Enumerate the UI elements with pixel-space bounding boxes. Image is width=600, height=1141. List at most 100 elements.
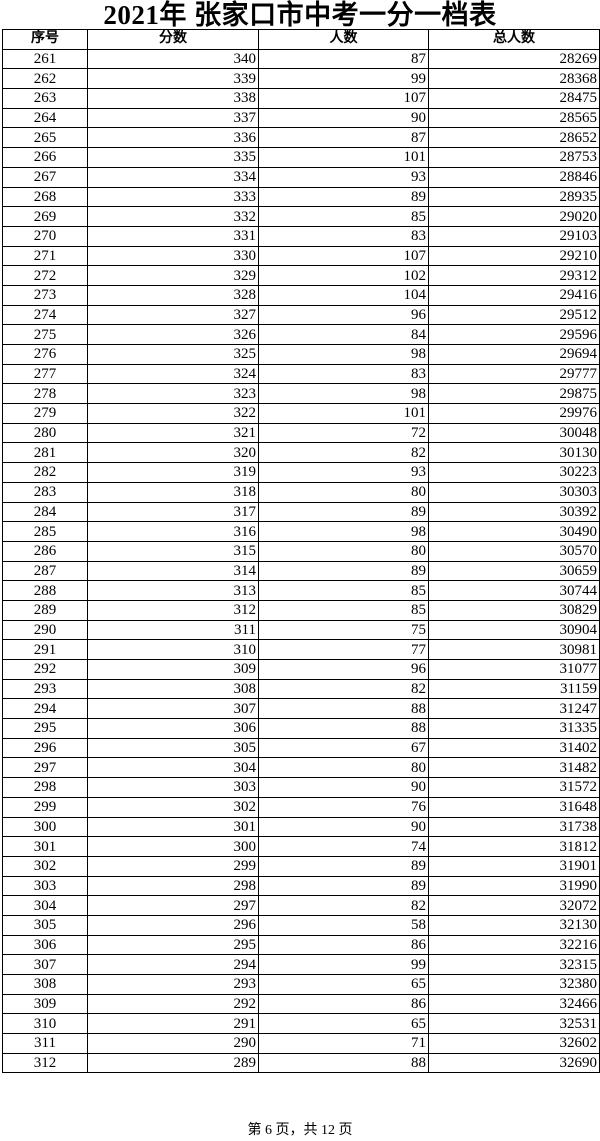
cell-count: 75 bbox=[258, 619, 429, 641]
cell-score: 304 bbox=[87, 757, 259, 779]
cell-seq: 276 bbox=[2, 344, 88, 365]
cell-total: 30490 bbox=[428, 521, 600, 542]
cell-seq: 297 bbox=[2, 757, 88, 779]
cell-seq: 304 bbox=[2, 895, 88, 916]
cell-seq: 270 bbox=[2, 225, 88, 247]
cell-seq: 306 bbox=[2, 934, 88, 956]
cell-seq: 279 bbox=[2, 403, 88, 424]
cell-count: 90 bbox=[258, 816, 429, 838]
cell-seq: 310 bbox=[2, 1013, 88, 1035]
cell-count: 88 bbox=[258, 1052, 429, 1074]
cell-seq: 300 bbox=[2, 816, 88, 838]
cell-score: 324 bbox=[87, 363, 259, 385]
table-row: 295 306 88 31335 bbox=[2, 718, 600, 739]
cell-seq: 277 bbox=[2, 363, 88, 385]
cell-count: 82 bbox=[258, 895, 429, 916]
cell-total: 30048 bbox=[428, 422, 600, 444]
cell-count: 85 bbox=[258, 206, 429, 227]
cell-total: 29512 bbox=[428, 304, 600, 326]
cell-total: 28565 bbox=[428, 107, 600, 129]
cell-total: 32690 bbox=[428, 1052, 600, 1074]
score-table: 序号 分数 人数 总人数 261 340 87 28269 262 339 99 28368 2… bbox=[2, 29, 600, 1074]
cell-score: 318 bbox=[87, 481, 259, 503]
cell-total: 29777 bbox=[428, 363, 600, 385]
cell-seq: 284 bbox=[2, 501, 88, 523]
table-row: 305 296 58 32130 bbox=[2, 914, 600, 936]
cell-count: 96 bbox=[258, 304, 429, 326]
cell-score: 301 bbox=[87, 816, 259, 838]
cell-score: 331 bbox=[87, 225, 259, 247]
cell-total: 29875 bbox=[428, 383, 600, 405]
cell-total: 31572 bbox=[428, 777, 600, 798]
table-header-row: 序号 分数 人数 总人数 bbox=[2, 29, 600, 50]
cell-total: 29976 bbox=[428, 403, 600, 424]
table-row: 262 339 99 28368 bbox=[2, 68, 600, 90]
cell-score: 336 bbox=[87, 127, 259, 149]
cell-total: 32216 bbox=[428, 934, 600, 956]
table-row: 275 326 84 29596 bbox=[2, 324, 600, 345]
cell-score: 316 bbox=[87, 521, 259, 542]
table-row: 261 340 87 28269 bbox=[2, 48, 600, 70]
cell-score: 340 bbox=[87, 48, 259, 70]
cell-total: 29596 bbox=[428, 324, 600, 345]
cell-score: 333 bbox=[87, 186, 259, 208]
cell-seq: 307 bbox=[2, 954, 88, 975]
cell-count: 89 bbox=[258, 501, 429, 523]
cell-score: 295 bbox=[87, 934, 259, 956]
cell-score: 307 bbox=[87, 698, 259, 720]
cell-score: 298 bbox=[87, 875, 259, 897]
table-row: 266 335 101 28753 bbox=[2, 147, 600, 168]
table-row: 271 330 107 29210 bbox=[2, 245, 600, 267]
cell-score: 299 bbox=[87, 855, 259, 877]
cell-score: 329 bbox=[87, 265, 259, 286]
cell-count: 74 bbox=[258, 836, 429, 857]
table-row: 278 323 98 29875 bbox=[2, 383, 600, 405]
cell-seq: 263 bbox=[2, 88, 88, 109]
cell-total: 28269 bbox=[428, 48, 600, 70]
cell-seq: 308 bbox=[2, 974, 88, 995]
cell-total: 28475 bbox=[428, 88, 600, 109]
table-row: 272 329 102 29312 bbox=[2, 265, 600, 286]
cell-total: 30744 bbox=[428, 580, 600, 601]
cell-count: 98 bbox=[258, 344, 429, 365]
cell-total: 31482 bbox=[428, 757, 600, 779]
cell-seq: 271 bbox=[2, 245, 88, 267]
table-row: 268 333 89 28935 bbox=[2, 186, 600, 208]
cell-count: 65 bbox=[258, 974, 429, 995]
cell-total: 32315 bbox=[428, 954, 600, 975]
table-row: 289 312 85 30829 bbox=[2, 599, 600, 621]
cell-count: 67 bbox=[258, 737, 429, 759]
cell-total: 29020 bbox=[428, 206, 600, 227]
table-row: 281 320 82 30130 bbox=[2, 442, 600, 464]
cell-total: 32466 bbox=[428, 993, 600, 1015]
cell-count: 102 bbox=[258, 265, 429, 286]
cell-score: 306 bbox=[87, 718, 259, 739]
cell-total: 30303 bbox=[428, 481, 600, 503]
cell-seq: 287 bbox=[2, 560, 88, 582]
cell-total: 31738 bbox=[428, 816, 600, 838]
table-row: 291 310 77 30981 bbox=[2, 639, 600, 660]
cell-score: 325 bbox=[87, 344, 259, 365]
cell-count: 76 bbox=[258, 796, 429, 818]
cell-score: 323 bbox=[87, 383, 259, 405]
cell-seq: 296 bbox=[2, 737, 88, 759]
page-number: 第 6 页，共 12 页 bbox=[247, 1123, 353, 1138]
cell-count: 82 bbox=[258, 678, 429, 700]
cell-total: 29103 bbox=[428, 225, 600, 247]
cell-seq: 278 bbox=[2, 383, 88, 405]
cell-score: 315 bbox=[87, 540, 259, 562]
cell-score: 294 bbox=[87, 954, 259, 975]
cell-total: 28368 bbox=[428, 68, 600, 90]
cell-total: 29694 bbox=[428, 344, 600, 365]
table-row: 292 309 96 31077 bbox=[2, 659, 600, 680]
cell-score: 309 bbox=[87, 659, 259, 680]
cell-total: 30392 bbox=[428, 501, 600, 523]
cell-count: 83 bbox=[258, 225, 429, 247]
cell-total: 29210 bbox=[428, 245, 600, 267]
cell-seq: 285 bbox=[2, 521, 88, 542]
cell-seq: 302 bbox=[2, 855, 88, 877]
cell-count: 99 bbox=[258, 954, 429, 975]
table-row: 306 295 86 32216 bbox=[2, 934, 600, 956]
cell-count: 80 bbox=[258, 757, 429, 779]
table-row: 299 302 76 31648 bbox=[2, 796, 600, 818]
